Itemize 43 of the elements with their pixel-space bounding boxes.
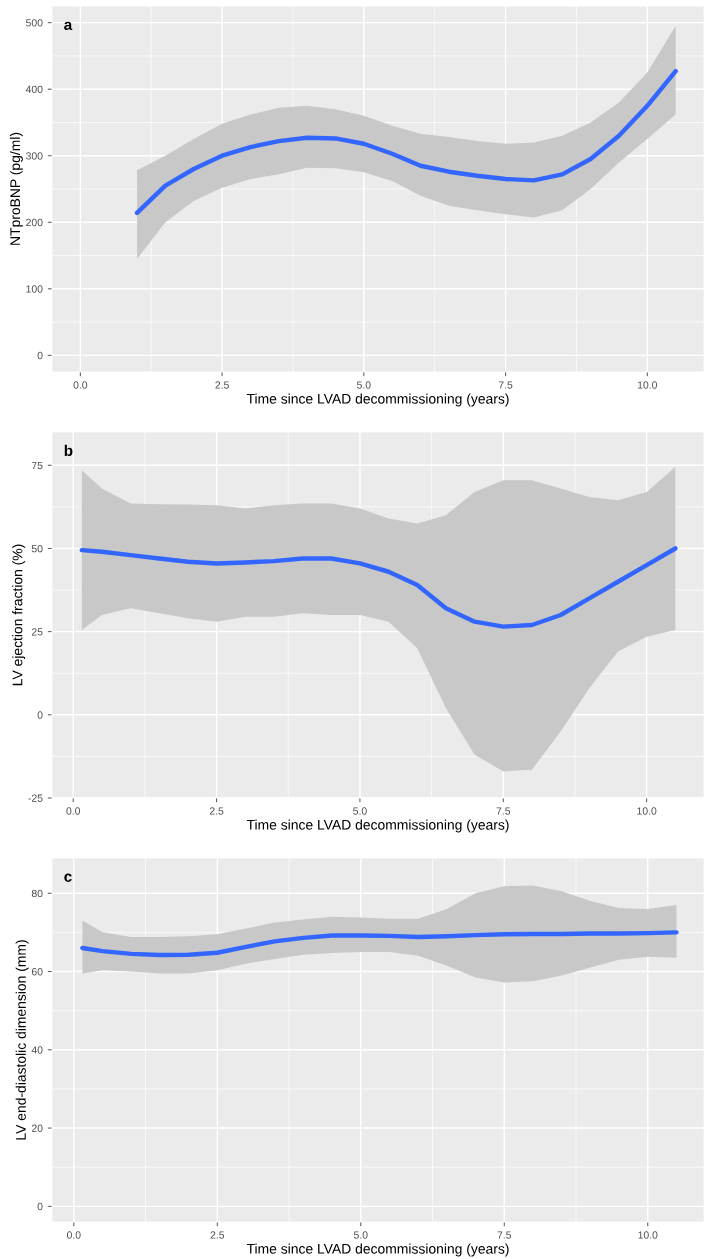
x-tick-label: 0.0: [66, 807, 81, 815]
x-tick-label: 2.5: [215, 381, 229, 389]
y-tick-label: 200: [26, 218, 43, 227]
y-tick-label: 300: [25, 152, 43, 160]
y-tick-label: 25: [31, 628, 43, 636]
x-tick-label: 2.5: [209, 807, 224, 815]
text: a: [64, 21, 73, 31]
y-tick-label: 400: [25, 85, 43, 94]
x-axis-title: Time since LVAD decommissioning (years): [246, 1243, 509, 1257]
x-tick-label: 0.0: [66, 1231, 81, 1239]
x-tick-label: 2.5: [210, 1231, 225, 1239]
x-tick-label: 5.0: [357, 381, 371, 389]
x-tick-label: 10.0: [637, 381, 658, 389]
y-tick-label: 75: [31, 461, 43, 470]
x-tick-label: 10.0: [637, 807, 657, 815]
text: b: [64, 444, 73, 457]
line-series: [79, 546, 678, 629]
text: c: [64, 873, 72, 882]
y-tick-label: 500: [26, 19, 43, 27]
x-tick-label: 7.5: [496, 807, 511, 815]
y-tick-label: 100: [26, 285, 43, 293]
x-tick-label: 7.5: [497, 1231, 512, 1239]
y-tick-label: 50: [31, 544, 43, 553]
y-tick-label: 0: [37, 351, 43, 360]
x-tick-label: 10.0: [638, 1231, 658, 1239]
y-tick-label: 40: [31, 1046, 43, 1054]
x-axis-title: Time since LVAD decommissioning (years): [246, 393, 509, 407]
x-axis-title: Time since LVAD decommissioning (years): [246, 819, 509, 833]
y-axis-title: LV ejection fraction (%): [12, 544, 26, 686]
y-tick-label: 80: [31, 889, 43, 898]
line-series: [134, 68, 678, 216]
line-series: [80, 930, 679, 958]
y-tick-label: 0: [37, 1202, 43, 1211]
y-tick-label: 60: [31, 968, 43, 976]
x-tick-label: 0.0: [73, 381, 88, 389]
y-axis-title: NTproBNP (pg/ml): [9, 132, 23, 245]
x-tick-label: 5.0: [353, 1231, 368, 1239]
y-axis-title: LV end-diastolic dimension (mm): [15, 940, 29, 1140]
x-tick-label: 5.0: [353, 807, 367, 815]
y-tick-label: -25: [28, 794, 43, 802]
y-tick-label: 0: [37, 711, 43, 719]
y-tick-label: 20: [31, 1124, 43, 1132]
x-tick-label: 7.5: [498, 381, 513, 389]
